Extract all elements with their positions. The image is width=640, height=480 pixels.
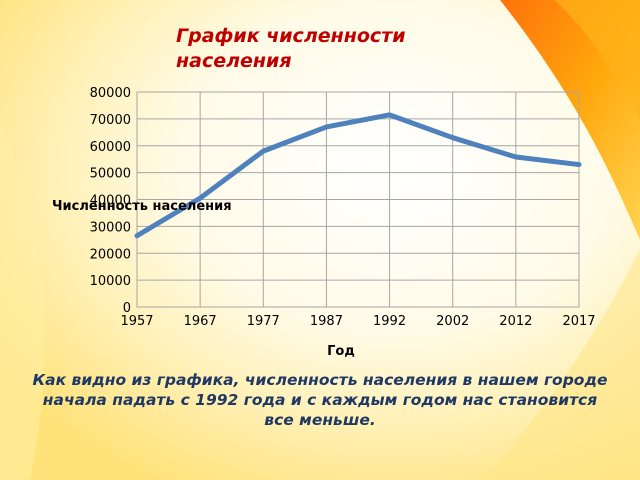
y-tick-label: 80000 — [90, 86, 131, 101]
population-series-line — [134, 112, 582, 239]
x-tick-label: 1957 — [120, 314, 153, 329]
y-tick-label: 50000 — [90, 167, 131, 182]
x-tick-label: 1992 — [373, 314, 406, 329]
y-tick-label: 60000 — [90, 140, 131, 155]
chart-title: График численности населения — [176, 25, 406, 72]
data-point — [261, 149, 265, 153]
data-point — [324, 125, 328, 129]
data-point — [198, 196, 202, 200]
x-axis-ticks: 1957 1967 1977 1987 1992 2002 2012 2017 — [120, 314, 595, 329]
data-point — [135, 234, 139, 238]
y-tick-label: 20000 — [90, 247, 131, 262]
x-tick-label: 2012 — [499, 314, 532, 329]
y-tick-label: 30000 — [90, 220, 131, 235]
x-tick-label: 2002 — [436, 314, 469, 329]
x-tick-label: 1987 — [310, 314, 343, 329]
x-axis-title: Год — [327, 344, 355, 359]
y-tick-label: 70000 — [90, 113, 131, 128]
y-tick-label: 40000 — [90, 194, 131, 209]
series-layer — [134, 112, 582, 239]
data-point — [451, 136, 455, 140]
x-tick-label: 1967 — [184, 314, 217, 329]
x-tick-label: 1977 — [247, 314, 280, 329]
data-point — [388, 113, 392, 117]
y-tick-label: 10000 — [90, 274, 131, 289]
y-axis-ticks: 0 10000 20000 30000 40000 50000 60000 70000 8000… — [90, 86, 131, 316]
data-point — [577, 163, 581, 167]
x-tick-label: 2017 — [562, 314, 595, 329]
data-point — [514, 155, 518, 159]
y-tick-label: 0 — [123, 301, 131, 316]
caption-text: Как видно из графика, численность населе… — [32, 371, 608, 429]
y-axis-title: Численность населения — [52, 199, 232, 214]
